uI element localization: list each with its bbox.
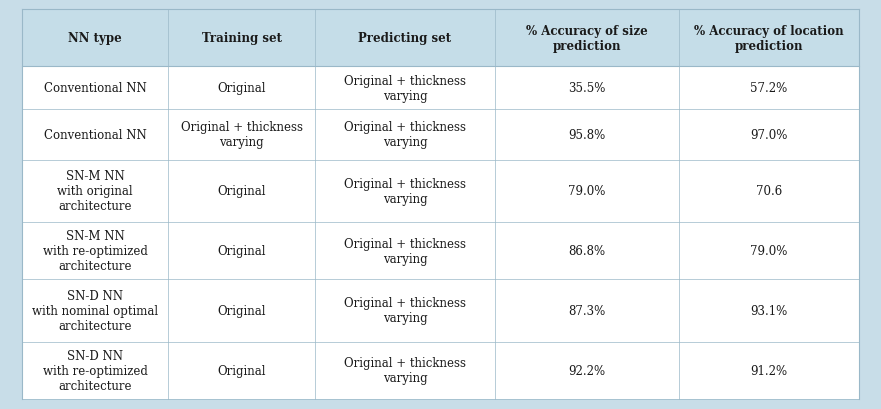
Text: 91.2%: 91.2% — [751, 364, 788, 377]
Text: NN type: NN type — [69, 32, 122, 45]
Text: Predicting set: Predicting set — [359, 32, 451, 45]
Text: Original: Original — [218, 245, 266, 257]
Bar — [22, 222, 859, 279]
Text: Conventional NN: Conventional NN — [44, 82, 146, 95]
Text: 35.5%: 35.5% — [568, 82, 605, 95]
Text: Original: Original — [218, 82, 266, 95]
Bar — [22, 10, 859, 67]
Bar — [22, 160, 859, 222]
Text: Original: Original — [218, 304, 266, 317]
Bar — [22, 342, 859, 399]
Text: % Accuracy of location
prediction: % Accuracy of location prediction — [694, 25, 844, 53]
Text: 93.1%: 93.1% — [751, 304, 788, 317]
Text: Original + thickness
varying: Original + thickness varying — [344, 121, 466, 149]
Text: Original + thickness
varying: Original + thickness varying — [181, 121, 303, 149]
Text: Original + thickness
varying: Original + thickness varying — [344, 178, 466, 205]
Text: 86.8%: 86.8% — [568, 245, 605, 257]
Text: SN-D NN
with nominal optimal
architecture: SN-D NN with nominal optimal architectur… — [33, 289, 159, 332]
Text: SN-D NN
with re-optimized
architecture: SN-D NN with re-optimized architecture — [43, 349, 148, 392]
Text: % Accuracy of size
prediction: % Accuracy of size prediction — [526, 25, 648, 53]
Bar — [22, 110, 859, 160]
Text: SN-M NN
with re-optimized
architecture: SN-M NN with re-optimized architecture — [43, 229, 148, 272]
Text: Original + thickness
varying: Original + thickness varying — [344, 237, 466, 265]
Text: 57.2%: 57.2% — [751, 82, 788, 95]
Text: 79.0%: 79.0% — [568, 185, 605, 198]
Text: SN-M NN
with original
architecture: SN-M NN with original architecture — [57, 170, 133, 213]
Text: Original + thickness
varying: Original + thickness varying — [344, 297, 466, 325]
Text: 97.0%: 97.0% — [751, 128, 788, 142]
Text: 79.0%: 79.0% — [751, 245, 788, 257]
Text: Conventional NN: Conventional NN — [44, 128, 146, 142]
Text: 87.3%: 87.3% — [568, 304, 605, 317]
Text: 92.2%: 92.2% — [568, 364, 605, 377]
Bar — [22, 279, 859, 342]
Text: 95.8%: 95.8% — [568, 128, 605, 142]
Bar — [22, 67, 859, 110]
Text: Original: Original — [218, 364, 266, 377]
Text: Original + thickness
varying: Original + thickness varying — [344, 356, 466, 384]
Text: Original: Original — [218, 185, 266, 198]
Text: Original + thickness
varying: Original + thickness varying — [344, 74, 466, 103]
Text: 70.6: 70.6 — [756, 185, 782, 198]
Text: Training set: Training set — [202, 32, 282, 45]
